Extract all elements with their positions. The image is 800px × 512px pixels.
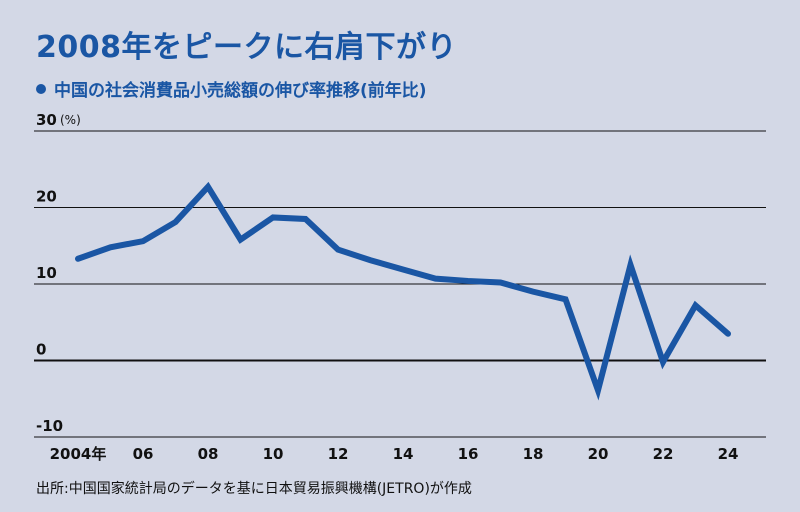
x-tick-label: 08 xyxy=(198,445,219,463)
series-layer xyxy=(75,181,731,401)
y-axis-ticks: 30 20 10 0 -10 xyxy=(36,111,63,435)
source-note: 出所:中国国家統計局のデータを基に日本貿易振興機構(JETRO)が作成 xyxy=(36,481,472,497)
y-tick-label: 30 xyxy=(36,111,57,129)
x-tick-label: 16 xyxy=(458,445,479,463)
x-axis-ticks: 2004年 06 08 10 12 14 16 18 20 22 24 xyxy=(50,445,739,463)
x-tick-label: 10 xyxy=(263,445,284,463)
chart-subtitle-text: 中国の社会消費品小売総額の伸び率推移(前年比) xyxy=(54,81,427,101)
bullet-icon xyxy=(36,83,46,94)
x-tick-label: 24 xyxy=(718,445,739,463)
x-tick-label: 18 xyxy=(523,445,544,463)
chart-subtitle: 中国の社会消費品小売総額の伸び率推移(前年比) xyxy=(36,76,427,101)
grid-lines xyxy=(34,130,766,438)
y-tick-label: -10 xyxy=(36,417,63,435)
y-tick-label: 10 xyxy=(36,264,57,282)
x-tick-label: 14 xyxy=(393,445,414,463)
y-tick-label: 20 xyxy=(36,188,57,206)
x-tick-label: 06 xyxy=(133,445,154,463)
y-tick-label: 0 xyxy=(36,341,46,359)
line-chart: 30 20 10 0 -10 (%) 2004年 06 08 10 12 14 16 18 20 22 24 xyxy=(34,111,766,463)
y-axis-unit: (%) xyxy=(60,113,81,127)
x-tick-label: 2004年 xyxy=(50,445,107,463)
x-tick-label: 12 xyxy=(328,445,349,463)
chart-title: 2008年をピークに右肩下がり xyxy=(36,30,457,65)
x-tick-label: 22 xyxy=(653,445,674,463)
x-tick-label: 20 xyxy=(588,445,609,463)
